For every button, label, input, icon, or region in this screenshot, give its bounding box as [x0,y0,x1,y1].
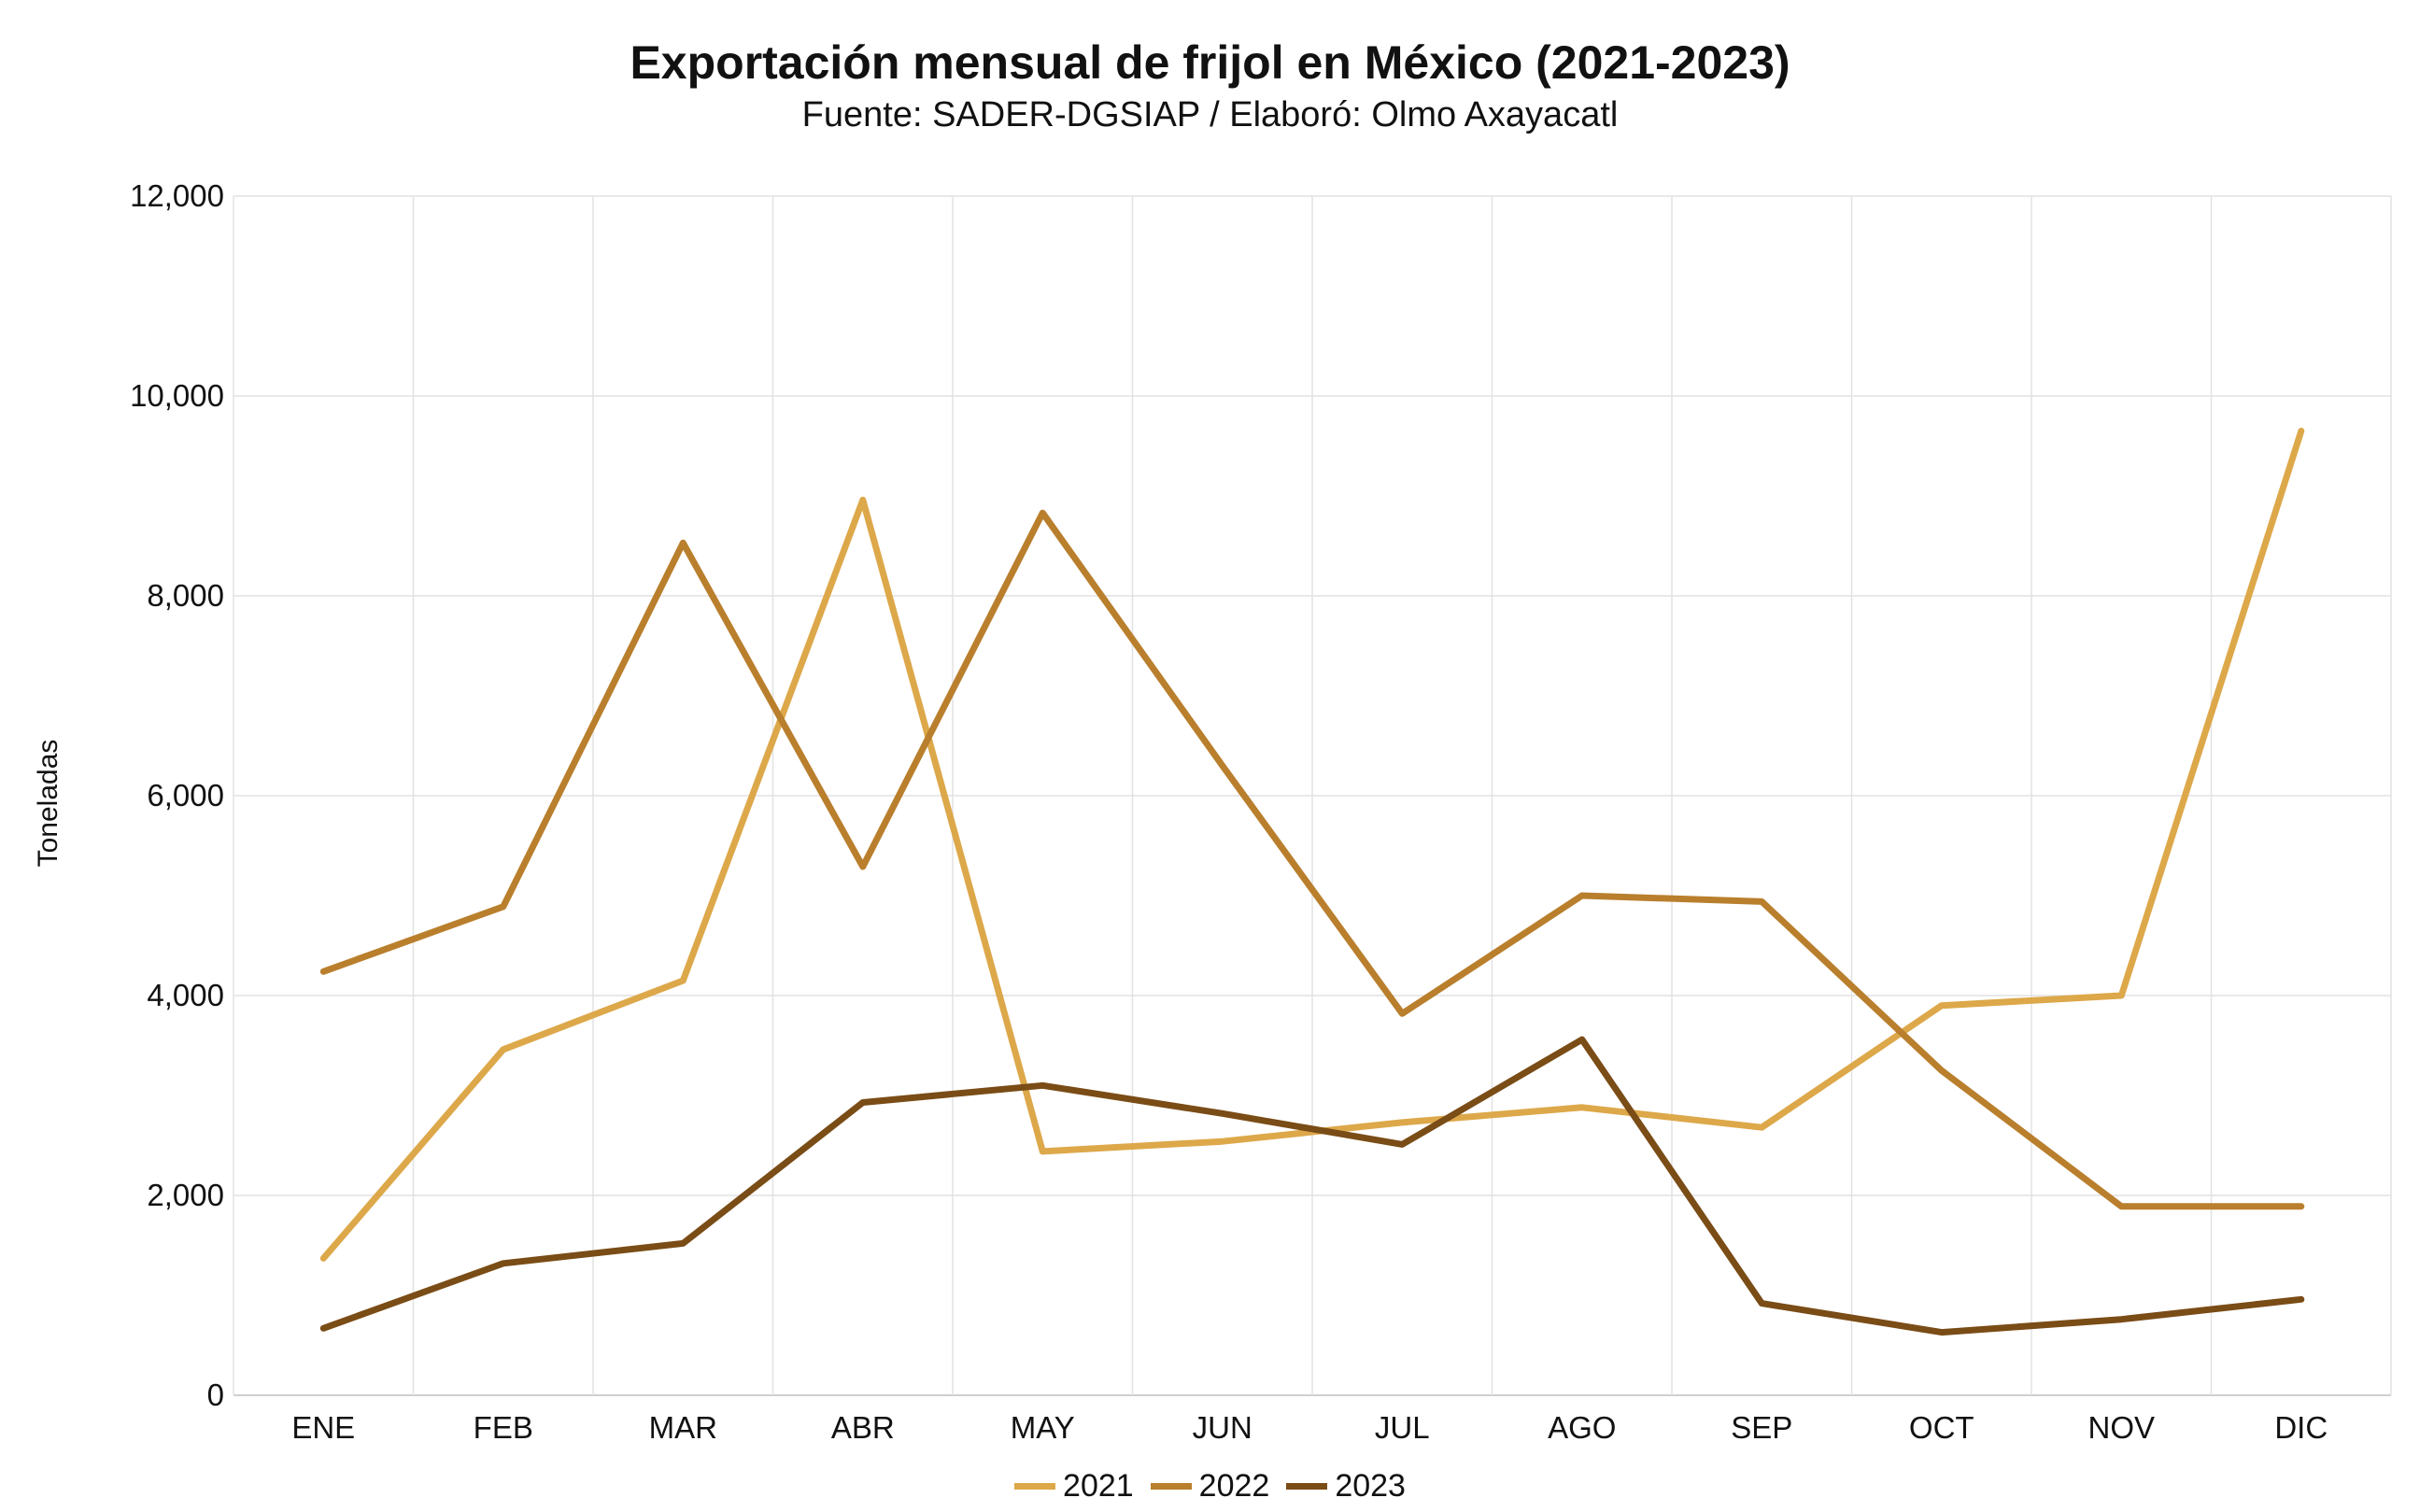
y-tick-label: 2,000 [147,1178,224,1212]
series-line-2023 [319,1036,2305,1336]
legend-item-2022: 2022 [1150,1468,1270,1505]
x-tick-label: SEP [1731,1410,1792,1445]
legend-swatch [1150,1483,1192,1490]
y-tick-label: 10,000 [130,378,224,413]
legend-swatch [1286,1483,1328,1490]
x-tick-label: JUL [1375,1410,1430,1445]
x-tick-label: MAY [1011,1410,1075,1445]
axes: 0 2,000 4,000 6,000 8,000 10,000 12,000 ENE FEB M… [130,178,2328,1445]
x-tick-label: AGO [1548,1410,1616,1445]
x-tick-label: NOV [2087,1410,2155,1445]
y-tick-label: 4,000 [147,978,224,1012]
x-tick-label: ENE [291,1410,355,1445]
x-tick-label: OCT [1909,1410,1974,1445]
y-tick-label: 12,000 [130,178,224,213]
x-tick-label: FEB [474,1410,533,1445]
grid [233,195,2392,1396]
x-tick-label: MAR [649,1410,717,1445]
series-line-2022 [319,509,2305,1210]
y-tick-label: 6,000 [147,778,224,813]
x-tick-label: JUN [1193,1410,1252,1445]
chart-title: Exportación mensual de frijol en México … [630,36,1790,89]
x-tick-label: DIC [2274,1410,2328,1445]
legend-label: 2021 [1063,1468,1134,1504]
legend: 2021 2022 2023 [0,1468,2420,1505]
y-tick-label: 0 [207,1378,224,1412]
legend-item-2023: 2023 [1286,1468,1406,1505]
legend-item-2021: 2021 [1014,1468,1134,1505]
legend-label: 2022 [1198,1468,1270,1504]
chart-subtitle: Fuente: SADER-DGSIAP / Elaboró: Olmo Axa… [801,95,1619,134]
y-tick-label: 8,000 [147,578,224,613]
series-lines [319,428,2305,1336]
x-tick-label: ABR [831,1410,895,1445]
legend-swatch [1014,1483,1056,1490]
legend-label: 2023 [1335,1468,1406,1504]
